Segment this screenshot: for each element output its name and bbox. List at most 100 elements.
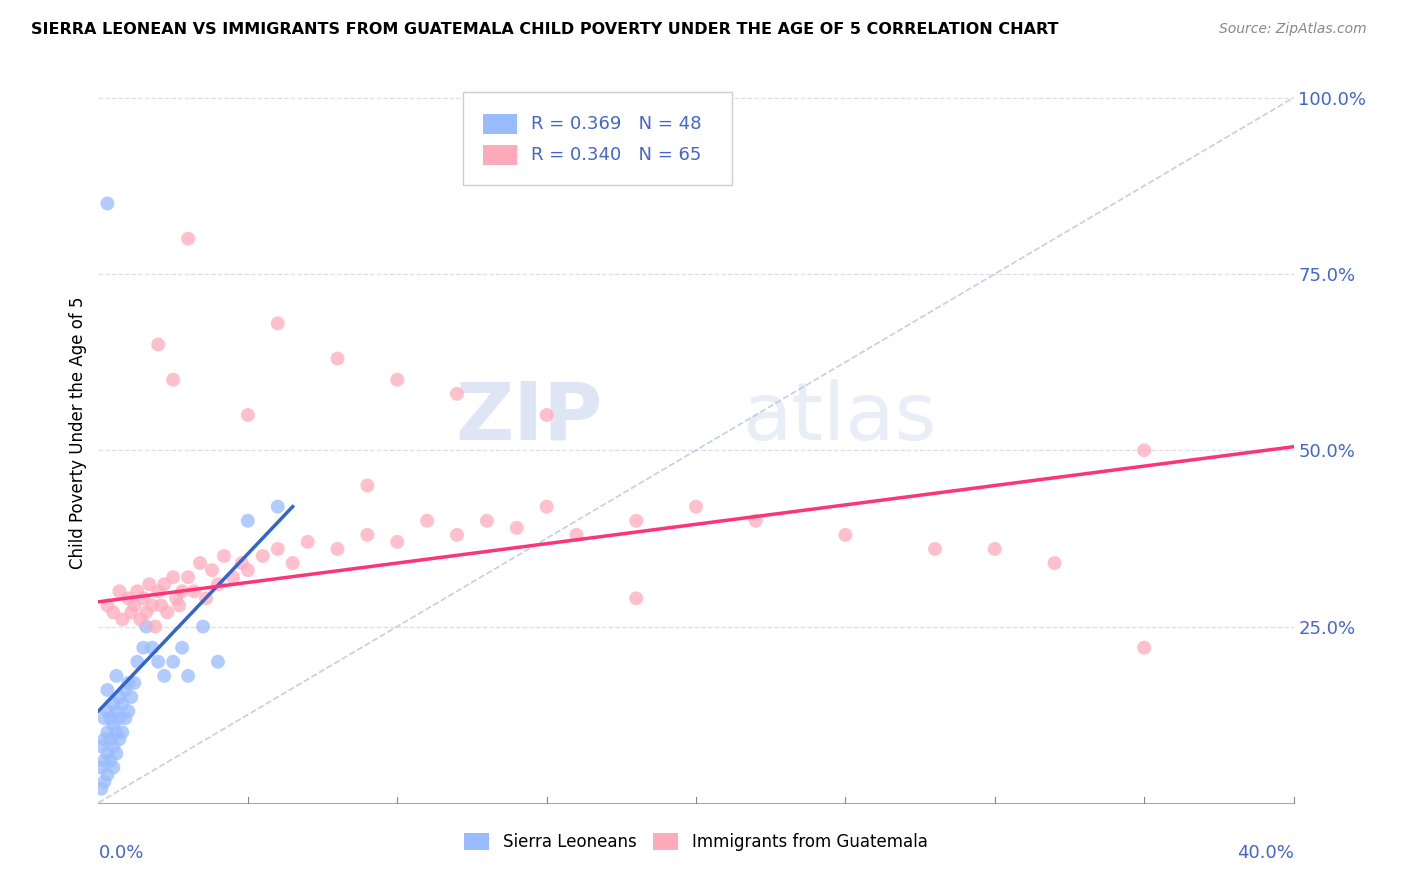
Point (416, 514, 439, 528)
Point (267, 541, 290, 556)
Point (222, 570, 245, 584)
Point (167, 599, 190, 613)
Point (207, 655, 229, 669)
Point (165, 591, 187, 606)
Point (156, 606, 179, 620)
Point (162, 655, 184, 669)
Point (108, 711, 131, 725)
Point (177, 570, 200, 584)
Point (114, 683, 136, 698)
Point (141, 640, 163, 655)
Point (148, 655, 170, 669)
Point (103, 739, 125, 754)
Point (267, 316, 290, 330)
Point (148, 584, 170, 599)
Point (108, 690, 131, 704)
FancyBboxPatch shape (463, 92, 733, 185)
Point (93, 711, 115, 725)
Point (385, 535, 409, 549)
Point (111, 697, 134, 711)
Point (120, 690, 142, 704)
Point (252, 549, 274, 563)
Point (236, 408, 259, 422)
Point (103, 718, 125, 732)
Text: SIERRA LEONEAN VS IMMIGRANTS FROM GUATEMALA CHILD POVERTY UNDER THE AGE OF 5 COR: SIERRA LEONEAN VS IMMIGRANTS FROM GUATEM… (31, 22, 1059, 37)
Point (281, 556, 304, 570)
Point (98, 754, 122, 768)
Point (162, 373, 184, 387)
Point (1133, 640, 1156, 655)
Point (111, 725, 134, 739)
Point (111, 612, 134, 626)
Point (626, 514, 648, 528)
Point (356, 528, 378, 542)
Point (834, 528, 856, 542)
Point (506, 521, 529, 535)
Point (446, 528, 468, 542)
Point (117, 704, 139, 718)
Point (153, 577, 176, 591)
Point (177, 232, 200, 246)
Point (475, 514, 498, 528)
Point (105, 704, 128, 718)
Point (1043, 556, 1066, 570)
Point (1133, 443, 1156, 458)
Point (90, 760, 112, 774)
Point (120, 606, 142, 620)
Point (745, 514, 768, 528)
Point (93, 774, 115, 789)
Point (162, 570, 184, 584)
Point (108, 584, 131, 599)
Point (96, 683, 118, 698)
Point (98, 732, 122, 747)
Y-axis label: Child Poverty Under the Age of 5: Child Poverty Under the Age of 5 (69, 296, 87, 569)
Point (183, 584, 205, 599)
Point (626, 591, 648, 606)
Text: Source: ZipAtlas.com: Source: ZipAtlas.com (1219, 22, 1367, 37)
Point (195, 591, 218, 606)
Bar (484, 113, 517, 135)
Point (326, 351, 349, 366)
Text: atlas: atlas (742, 379, 936, 457)
Point (207, 577, 229, 591)
Point (565, 528, 588, 542)
Point (129, 612, 152, 626)
Point (356, 478, 378, 492)
Point (127, 655, 149, 669)
Point (117, 676, 139, 690)
Point (135, 606, 157, 620)
Point (117, 591, 139, 606)
Point (236, 514, 259, 528)
Point (96, 725, 118, 739)
Point (96, 599, 118, 613)
Point (96, 196, 118, 211)
Point (201, 563, 224, 577)
Bar (484, 145, 517, 165)
Point (143, 619, 166, 633)
Point (446, 387, 468, 401)
Point (103, 697, 125, 711)
Point (90, 781, 112, 796)
Point (114, 711, 136, 725)
Point (191, 619, 214, 633)
Point (172, 640, 194, 655)
Point (93, 732, 115, 747)
Point (148, 337, 170, 351)
Text: ZIP: ZIP (456, 379, 602, 457)
Point (138, 577, 160, 591)
Point (267, 500, 290, 514)
Point (231, 556, 253, 570)
Point (153, 669, 176, 683)
Point (96, 704, 118, 718)
Point (924, 541, 946, 556)
Point (236, 563, 259, 577)
Point (172, 584, 194, 599)
Point (93, 754, 115, 768)
Point (103, 606, 125, 620)
Text: R = 0.340   N = 65: R = 0.340 N = 65 (531, 146, 702, 164)
Point (326, 541, 349, 556)
Point (385, 373, 409, 387)
Point (297, 535, 319, 549)
Text: 40.0%: 40.0% (1237, 844, 1294, 862)
Point (96, 767, 118, 781)
